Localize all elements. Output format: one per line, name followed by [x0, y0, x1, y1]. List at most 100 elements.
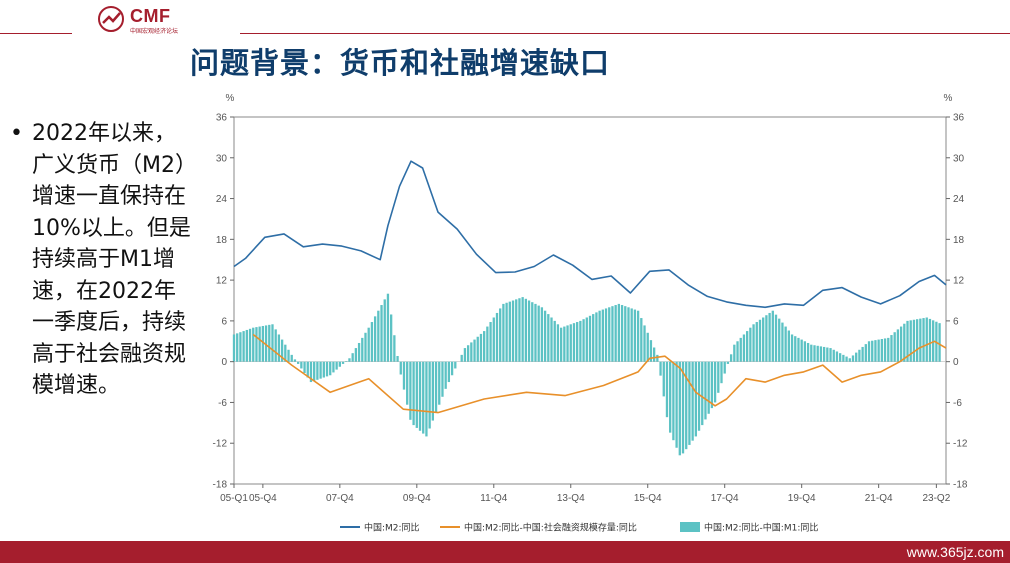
bar-m2-minus-m1 — [579, 320, 582, 362]
bar-m2-minus-m1 — [620, 305, 624, 362]
bar-m2-minus-m1 — [624, 306, 627, 362]
bar-m2-minus-m1 — [912, 319, 916, 362]
bar-m2-minus-m1 — [543, 310, 547, 362]
bar-m2-minus-m1 — [268, 324, 271, 362]
y-tick-label-right: 12 — [953, 276, 965, 287]
bar-m2-minus-m1 — [393, 335, 396, 362]
bar-m2-minus-m1 — [434, 361, 438, 413]
bar-m2-minus-m1 — [252, 327, 255, 362]
bar-m2-minus-m1 — [678, 361, 681, 456]
bar-m2-minus-m1 — [681, 361, 685, 454]
bar-m2-minus-m1 — [338, 361, 341, 367]
bar-m2-minus-m1 — [669, 361, 672, 433]
bar-m2-minus-m1 — [768, 312, 771, 362]
series-bars-m2-minus-m1 — [232, 293, 941, 456]
bar-m2-minus-m1 — [726, 361, 730, 364]
bar-m2-minus-m1 — [909, 320, 912, 362]
bar-m2-minus-m1 — [864, 344, 867, 362]
bar-m2-minus-m1 — [361, 337, 364, 362]
bar-m2-minus-m1 — [431, 361, 435, 421]
bar-m2-minus-m1 — [521, 297, 524, 362]
bar-m2-minus-m1 — [806, 342, 810, 362]
bar-m2-minus-m1 — [479, 333, 483, 362]
bar-m2-minus-m1 — [928, 318, 932, 362]
y-tick-label-left: 0 — [221, 357, 227, 368]
bar-m2-minus-m1 — [627, 307, 630, 362]
bar-m2-minus-m1 — [293, 359, 297, 362]
bar-m2-minus-m1 — [819, 346, 823, 362]
bar-m2-minus-m1 — [576, 322, 579, 362]
x-tick-label: 05-Q4 — [249, 493, 277, 504]
bar-m2-minus-m1 — [720, 361, 723, 384]
bar-m2-minus-m1 — [406, 361, 409, 405]
bar-m2-minus-m1 — [473, 339, 476, 362]
bar-m2-minus-m1 — [489, 322, 492, 362]
bar-m2-minus-m1 — [261, 325, 265, 362]
bar-m2-minus-m1 — [733, 344, 736, 362]
x-tick-label: 11-Q4 — [480, 493, 507, 504]
x-tick-label: 13-Q4 — [557, 493, 585, 504]
bar-m2-minus-m1 — [601, 309, 604, 362]
top-rule-left — [0, 33, 72, 34]
bar-m2-minus-m1 — [316, 361, 319, 380]
bar-m2-minus-m1 — [245, 329, 248, 362]
bar-m2-minus-m1 — [771, 310, 774, 362]
bar-m2-minus-m1 — [499, 308, 502, 362]
bar-m2-minus-m1 — [787, 330, 791, 362]
bar-m2-minus-m1 — [495, 312, 499, 362]
bar-m2-minus-m1 — [742, 334, 746, 362]
bar-m2-minus-m1 — [274, 329, 277, 362]
bar-m2-minus-m1 — [829, 348, 832, 362]
bar-m2-minus-m1 — [373, 316, 377, 362]
bar-m2-minus-m1 — [280, 339, 284, 362]
bar-m2-minus-m1 — [364, 332, 367, 362]
bar-m2-minus-m1 — [880, 339, 884, 362]
bar-m2-minus-m1 — [264, 325, 268, 362]
bar-m2-minus-m1 — [502, 303, 505, 362]
top-rule-right — [240, 33, 1010, 34]
bar-m2-minus-m1 — [511, 300, 515, 362]
y-tick-label-right: 24 — [953, 194, 965, 205]
bar-m2-minus-m1 — [236, 333, 239, 362]
bar-m2-minus-m1 — [672, 361, 675, 441]
bar-m2-minus-m1 — [736, 341, 739, 362]
bar-m2-minus-m1 — [694, 361, 697, 437]
bar-m2-minus-m1 — [710, 361, 714, 409]
y-tick-label-left: -6 — [218, 398, 227, 409]
bar-m2-minus-m1 — [313, 361, 316, 381]
bar-m2-minus-m1 — [569, 324, 572, 362]
bar-m2-minus-m1 — [925, 317, 928, 362]
bar-m2-minus-m1 — [883, 338, 887, 362]
bar-m2-minus-m1 — [354, 348, 358, 362]
y-tick-label-left: 36 — [216, 113, 228, 124]
bar-m2-minus-m1 — [794, 336, 797, 362]
bar-m2-minus-m1 — [713, 361, 717, 403]
bar-m2-minus-m1 — [778, 318, 781, 362]
bar-m2-minus-m1 — [803, 341, 807, 362]
bar-m2-minus-m1 — [899, 326, 903, 362]
bar-m2-minus-m1 — [781, 322, 784, 362]
bar-m2-minus-m1 — [652, 347, 656, 362]
bar-m2-minus-m1 — [861, 346, 864, 362]
bar-m2-minus-m1 — [688, 361, 691, 445]
bar-m2-minus-m1 — [762, 317, 765, 362]
legend-m2-minus-social-financing-label: 中国:M2:同比-中国:社会融资规模存量:同比 — [464, 522, 637, 534]
bar-m2-minus-m1 — [739, 337, 742, 362]
bar-m2-minus-m1 — [428, 361, 431, 429]
plot-frame — [233, 116, 947, 485]
bar-m2-minus-m1 — [717, 361, 720, 393]
bar-m2-minus-m1 — [906, 320, 909, 362]
chart-legend: 中国:M2:同比 中国:M2:同比-中国:社会融资规模存量:同比 中国:M2:同比-… — [340, 522, 818, 534]
bar-m2-minus-m1 — [466, 345, 470, 362]
bar-m2-minus-m1 — [572, 323, 576, 362]
bar-m2-minus-m1 — [255, 327, 258, 362]
bar-m2-minus-m1 — [582, 319, 585, 362]
bar-m2-minus-m1 — [749, 327, 752, 362]
bar-m2-minus-m1 — [723, 361, 726, 374]
x-tick-label: 21-Q4 — [865, 493, 893, 504]
y-unit-left: % — [226, 93, 235, 104]
bar-m2-minus-m1 — [290, 354, 293, 362]
x-tick-label: 09-Q4 — [403, 493, 431, 504]
bar-m2-minus-m1 — [425, 361, 428, 437]
